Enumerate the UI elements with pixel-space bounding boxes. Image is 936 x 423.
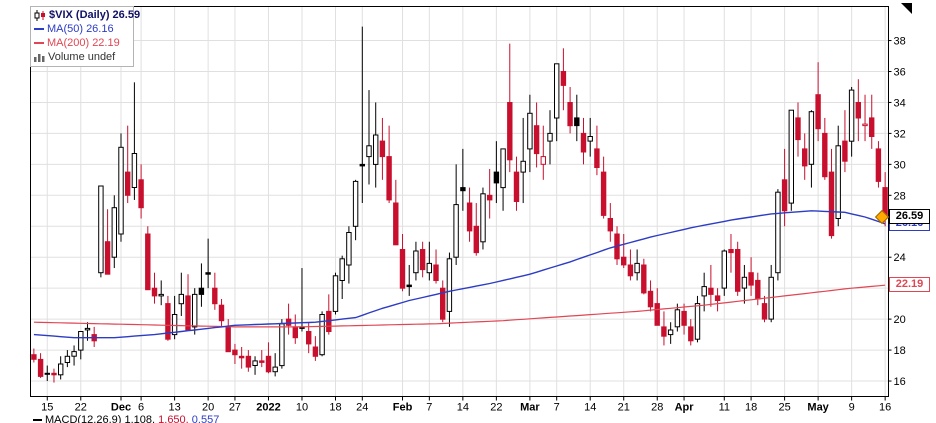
svg-text:Apr: Apr [675,402,695,414]
ma200-line-swatch [34,42,44,44]
svg-text:7: 7 [426,402,432,414]
svg-text:May: May [807,402,829,414]
svg-text:7: 7 [554,402,560,414]
macd-line-swatch [33,419,42,422]
svg-text:15: 15 [41,402,53,414]
legend-ma50-row: MA(50) 26.16 [34,22,133,36]
svg-text:16: 16 [894,376,906,388]
macd-legend: MACD(12,26,9) 1.108, 1.650, 0.557 [33,414,219,423]
ma50-label: MA(50) [47,23,84,35]
svg-text:22: 22 [75,402,87,414]
svg-text:34: 34 [894,97,906,109]
svg-text:18: 18 [745,402,757,414]
svg-text:6: 6 [138,402,144,414]
svg-text:9: 9 [849,402,855,414]
macd-value-3: 0.557 [191,414,220,423]
legend-volume-row: Volume undef [34,50,133,64]
svg-text:11: 11 [719,402,730,414]
svg-text:14: 14 [457,402,469,414]
svg-text:16: 16 [879,402,891,414]
svg-text:38: 38 [894,36,906,48]
svg-text:18: 18 [894,345,906,357]
svg-text:36: 36 [894,67,906,79]
ma200-price-label: 22.19 [889,277,930,293]
ma50-value: 26.16 [86,23,114,35]
ma50-line-swatch [34,28,44,30]
volume-value: undef [87,51,116,63]
svg-text:28: 28 [651,402,663,414]
svg-text:13: 13 [168,402,180,414]
svg-text:22: 22 [490,402,502,414]
svg-text:Mar: Mar [520,402,540,414]
svg-text:10: 10 [296,402,308,414]
macd-label: MACD(12,26,9) [45,414,122,423]
ma200-label: MA(200) [47,37,90,49]
svg-text:Feb: Feb [393,402,413,414]
svg-text:25: 25 [778,402,790,414]
volume-bars-icon [34,53,45,62]
macd-value-1: 1.108, [124,414,156,423]
svg-text:2022: 2022 [256,402,280,414]
chart-symbol: $VIX (Daily) [49,9,110,21]
svg-text:18: 18 [329,402,341,414]
svg-text:28: 28 [894,190,906,202]
volume-label: Volume [48,51,85,63]
ma200-value: 22.19 [92,37,120,49]
svg-text:20: 20 [202,402,214,414]
corner-marker [901,3,912,14]
candlestick-icon [34,9,46,21]
chart-last-value: 26.59 [112,9,141,21]
svg-text:30: 30 [894,159,906,171]
chart-legend: $VIX (Daily) 26.59 MA(50) 26.16 MA(200) … [30,6,140,67]
svg-text:32: 32 [894,128,906,140]
svg-text:21: 21 [618,402,630,414]
svg-text:Dec: Dec [111,402,131,414]
svg-text:14: 14 [584,402,596,414]
svg-text:20: 20 [894,314,906,326]
svg-text:24: 24 [894,252,906,264]
last-price-label: 26.59 [889,209,930,225]
macd-value-2: 1.650, [158,414,189,423]
legend-ma200-row: MA(200) 22.19 [34,36,133,50]
svg-text:24: 24 [356,402,368,414]
legend-title-row: $VIX (Daily) 26.59 [34,8,140,22]
svg-text:27: 27 [229,402,241,414]
